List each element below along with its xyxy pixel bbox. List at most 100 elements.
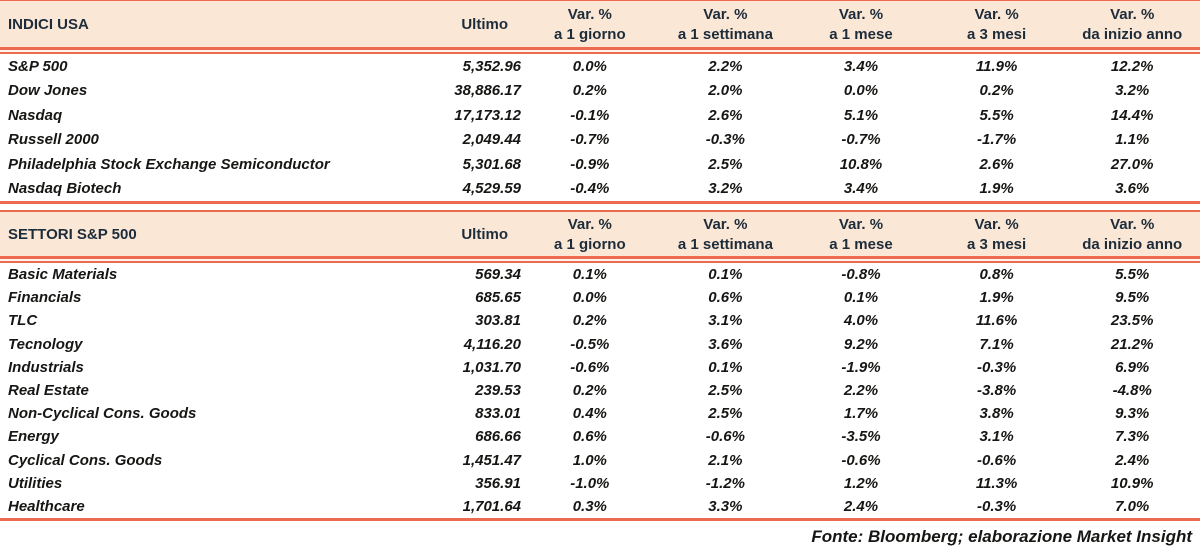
column-header-var-ytd: Var. % da inizio anno: [1064, 1, 1200, 47]
var-value: 7.0%: [1115, 497, 1150, 515]
var-value: 3.4%: [843, 57, 879, 75]
row-label: TLC: [8, 312, 38, 330]
var-value: 2.2%: [843, 382, 879, 400]
var-value: -4.8%: [1112, 382, 1152, 400]
table-row: Tecnology 4,116.20 -0.5% 3.6% 9.2% 7.1% 21.2%: [0, 333, 1200, 356]
var-value: -0.9%: [570, 155, 610, 173]
var-value: 1.0%: [572, 451, 607, 469]
var-value: -0.3%: [976, 497, 1017, 515]
var-value: 0.1%: [708, 266, 743, 284]
divider-line: [0, 210, 1200, 212]
var-value: 7.3%: [1115, 428, 1150, 446]
table-row: Real Estate 239.53 0.2% 2.5% 2.2% -3.8% -4.8%: [0, 379, 1200, 402]
var-value: 27.0%: [1110, 155, 1154, 173]
period-label: a 3 mesi: [966, 236, 1027, 253]
var-value: 0.2%: [572, 312, 607, 330]
divider-line: [0, 0, 1200, 1]
period-label: a 3 mesi: [966, 26, 1027, 43]
var-value: -0.8%: [841, 266, 881, 284]
period-label: da inizio anno: [1082, 26, 1183, 43]
var-value: 7.1%: [979, 335, 1014, 353]
var-label: Var. %: [974, 216, 1019, 233]
var-value: 3.6%: [708, 335, 743, 353]
var-value: 5.5%: [979, 106, 1014, 124]
column-header-var-1m: Var. % a 1 mese: [793, 212, 929, 256]
var-value: 2.0%: [708, 82, 743, 100]
ultimo-value: 685.65: [475, 289, 521, 307]
ultimo-value: 5,301.68: [462, 155, 521, 173]
var-value: 2.4%: [1115, 451, 1150, 469]
var-value: 10.9%: [1110, 474, 1154, 492]
var-value: 2.5%: [708, 405, 743, 423]
var-value: 0.1%: [843, 289, 879, 307]
var-label: Var. %: [703, 216, 748, 233]
var-label: Var. %: [838, 6, 884, 23]
var-value: 11.9%: [975, 57, 1018, 75]
var-value: -0.6%: [841, 451, 881, 469]
var-value: 21.2%: [1110, 335, 1154, 353]
var-value: 0.0%: [572, 289, 607, 307]
ultimo-value: 1,701.64: [462, 497, 521, 515]
var-value: -3.5%: [841, 428, 881, 446]
row-label: Cyclical Cons. Goods: [8, 451, 163, 469]
var-value: 1.7%: [843, 405, 879, 423]
var-value: 0.6%: [708, 289, 743, 307]
table-row: Financials 685.65 0.0% 0.6% 0.1% 1.9% 9.5%: [0, 286, 1200, 309]
var-label: Var. %: [567, 216, 612, 233]
column-header-var-1m: Var. % a 1 mese: [793, 1, 929, 47]
column-header-var-3m: Var. % a 3 mesi: [929, 1, 1065, 47]
source-note: Fonte: Bloomberg; elaborazione Market In…: [811, 527, 1192, 547]
var-value: 5.5%: [1115, 266, 1150, 284]
var-value: 0.1%: [572, 266, 607, 284]
ultimo-value: 4,116.20: [463, 335, 521, 353]
settori-sp500-table: Basic Materials 569.34 0.1% 0.1% -0.8% 0.8% 5.…: [0, 263, 1200, 518]
row-label: Utilities: [8, 474, 63, 492]
var-value: -1.9%: [841, 358, 881, 376]
row-label: Energy: [8, 428, 59, 446]
var-value: 10.8%: [839, 155, 883, 173]
var-value: 3.1%: [708, 312, 743, 330]
var-value: 3.2%: [1115, 82, 1150, 100]
var-value: 12.2%: [1110, 57, 1154, 75]
period-label: a 1 giorno: [553, 26, 626, 43]
table-row: Dow Jones 38,886.17 0.2% 2.0% 0.0% 0.2% 3.2%: [0, 79, 1200, 104]
ultimo-value: 1,031.70: [462, 358, 521, 376]
var-value: 9.5%: [1115, 289, 1150, 307]
column-header-ultimo: Ultimo: [461, 15, 508, 33]
period-label: a 1 mese: [829, 26, 893, 43]
var-value: 14.4%: [1110, 106, 1154, 124]
period-label: a 1 settimana: [677, 26, 773, 43]
ultimo-value: 17,173.12: [454, 106, 521, 124]
double-divider-line: [0, 47, 1200, 54]
var-value: 0.0%: [572, 57, 607, 75]
table-row: Industrials 1,031.70 -0.6% 0.1% -1.9% -0.3% 6.…: [0, 356, 1200, 379]
column-header-var-ytd: Var. % da inizio anno: [1064, 212, 1200, 256]
var-value: -0.3%: [705, 131, 745, 149]
var-value: 1.1%: [1115, 131, 1150, 149]
row-label: Russell 2000: [8, 131, 99, 149]
var-value: 0.1%: [708, 358, 743, 376]
var-value: 9.3%: [1115, 405, 1150, 423]
ultimo-value: 239.53: [475, 382, 521, 400]
section-gap: [0, 204, 1200, 210]
ultimo-value: 686.66: [475, 428, 521, 446]
double-divider-line: [0, 256, 1200, 263]
var-value: -1.0%: [570, 474, 610, 492]
row-label: Nasdaq Biotech: [8, 180, 122, 198]
row-label: Healthcare: [8, 497, 85, 515]
var-value: 2.1%: [708, 451, 743, 469]
var-value: 0.8%: [979, 266, 1014, 284]
table-row: Philadelphia Stock Exchange Semiconducto…: [0, 152, 1200, 177]
row-label: Nasdaq: [8, 106, 63, 124]
row-label: Non-Cyclical Cons. Goods: [8, 405, 197, 423]
column-header-var-1s: Var. % a 1 settimana: [658, 1, 794, 47]
var-value: 1.9%: [979, 289, 1014, 307]
var-value: 0.4%: [572, 405, 607, 423]
var-value: 0.6%: [572, 428, 607, 446]
var-value: -0.1%: [570, 106, 610, 124]
ultimo-value: 1,451.47: [462, 451, 521, 469]
row-label: Financials: [8, 289, 82, 307]
table-row: Utilities 356.91 -1.0% -1.2% 1.2% 11.3% 10.9%: [0, 472, 1200, 495]
table-row: Healthcare 1,701.64 0.3% 3.3% 2.4% -0.3% 7.0%: [0, 495, 1200, 518]
